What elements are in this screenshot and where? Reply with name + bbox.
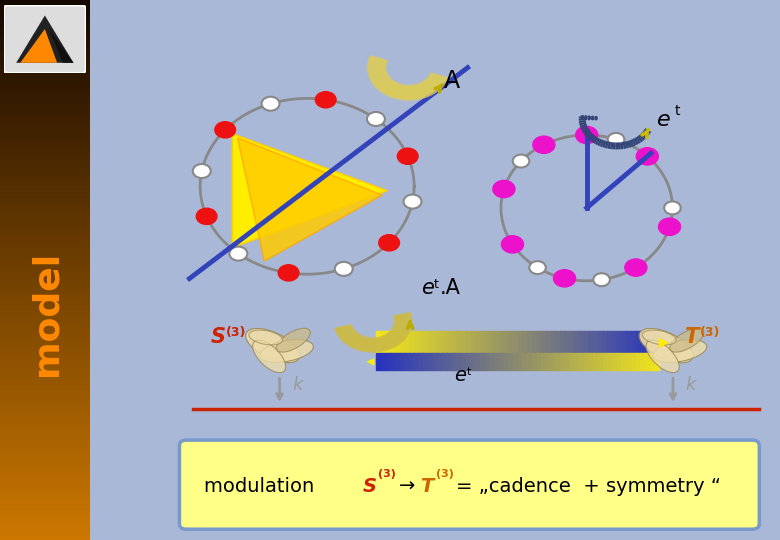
Text: A: A	[444, 69, 459, 93]
Text: e: e	[421, 278, 434, 298]
Circle shape	[367, 112, 385, 126]
Ellipse shape	[639, 328, 693, 363]
Text: S: S	[363, 476, 377, 496]
Ellipse shape	[249, 330, 282, 345]
Text: (3): (3)	[700, 326, 720, 339]
Polygon shape	[49, 29, 73, 63]
Ellipse shape	[670, 328, 704, 352]
Circle shape	[658, 218, 681, 235]
Text: = „cadence  + symmetry “: = „cadence + symmetry “	[456, 476, 722, 496]
Text: .A: .A	[440, 278, 460, 298]
Circle shape	[193, 164, 211, 178]
Ellipse shape	[646, 340, 679, 373]
Ellipse shape	[643, 330, 676, 345]
Circle shape	[664, 201, 681, 214]
FancyBboxPatch shape	[179, 440, 759, 529]
Circle shape	[554, 269, 576, 287]
Ellipse shape	[653, 340, 707, 362]
Circle shape	[315, 92, 336, 108]
Text: (3): (3)	[225, 326, 246, 339]
Circle shape	[403, 194, 421, 208]
Circle shape	[533, 136, 555, 153]
Text: e: e	[657, 110, 671, 131]
Text: t: t	[674, 104, 680, 118]
Circle shape	[215, 122, 236, 138]
Text: S: S	[211, 327, 225, 347]
Text: (3): (3)	[435, 469, 453, 479]
Text: modulation: modulation	[204, 476, 320, 496]
Text: e: e	[454, 366, 466, 384]
Text: (3): (3)	[378, 469, 396, 479]
Circle shape	[502, 235, 523, 253]
Ellipse shape	[260, 340, 314, 362]
Circle shape	[335, 262, 353, 276]
Ellipse shape	[253, 340, 285, 373]
Circle shape	[636, 148, 658, 165]
Circle shape	[229, 247, 247, 261]
Circle shape	[625, 259, 647, 276]
Polygon shape	[20, 29, 57, 63]
Polygon shape	[238, 138, 382, 261]
Circle shape	[530, 261, 546, 274]
Text: t: t	[466, 367, 471, 377]
Circle shape	[512, 154, 530, 167]
Polygon shape	[232, 133, 388, 248]
Circle shape	[261, 97, 279, 111]
Circle shape	[576, 126, 597, 144]
Ellipse shape	[276, 328, 310, 352]
Circle shape	[608, 133, 624, 146]
Circle shape	[594, 273, 610, 286]
Ellipse shape	[246, 328, 300, 363]
Text: k: k	[686, 376, 696, 394]
Text: →: →	[399, 476, 415, 496]
Circle shape	[379, 235, 399, 251]
Circle shape	[197, 208, 217, 225]
Polygon shape	[16, 16, 73, 63]
Text: T: T	[685, 327, 699, 347]
Circle shape	[397, 148, 418, 164]
Text: model: model	[30, 251, 64, 376]
Text: T: T	[420, 476, 433, 496]
FancyBboxPatch shape	[4, 5, 86, 73]
Circle shape	[278, 265, 299, 281]
Text: t: t	[434, 278, 438, 291]
Text: k: k	[292, 376, 303, 394]
Circle shape	[493, 180, 515, 198]
